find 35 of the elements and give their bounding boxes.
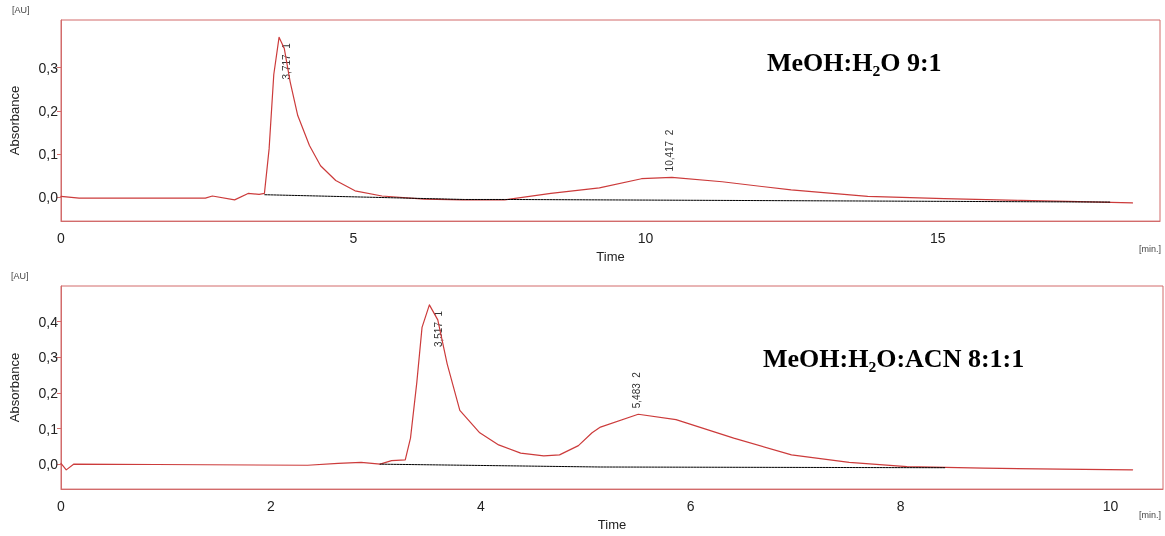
x-tick-label: 8 xyxy=(896,498,905,515)
x-tick-label: 5 xyxy=(349,230,358,247)
x-axis-title: Time xyxy=(596,249,625,264)
y-tick-label: 0,1 xyxy=(38,146,59,163)
y-tick-label: 0,2 xyxy=(38,102,59,119)
line-series xyxy=(60,36,1134,204)
y-tick-label: 0,3 xyxy=(38,349,59,366)
y-tick-label: 0,0 xyxy=(38,189,59,206)
y-tick-label: 0,4 xyxy=(38,313,59,330)
y-axis-title: Absorbance xyxy=(7,352,22,423)
x-axis-title: Time xyxy=(597,517,627,532)
text: [min.] xyxy=(1139,509,1162,520)
y-tick-label: 0,2 xyxy=(38,384,59,401)
y-tick-label: 0,3 xyxy=(38,59,59,76)
x-tick-label: 10 xyxy=(637,230,654,247)
y-axis-title: Absorbance xyxy=(7,85,22,156)
y-tick-label: 0,1 xyxy=(38,420,59,437)
annotation: 5,483 2 xyxy=(630,371,642,409)
text: MeOH:H₂O:ACN 8:1:1 xyxy=(763,343,1025,373)
x-tick-label: 15 xyxy=(930,230,946,247)
x-tick-label: 6 xyxy=(686,498,695,515)
line-series xyxy=(60,304,1134,471)
x-tick-label: 2 xyxy=(267,498,276,515)
text: [AU] xyxy=(12,4,30,15)
text: [min.] xyxy=(1139,243,1162,254)
x-tick-label: 10 xyxy=(1102,498,1119,515)
text: [AU] xyxy=(11,270,29,281)
text: MeOH:H₂O 9:1 xyxy=(767,47,942,77)
x-tick-label: 4 xyxy=(476,498,485,515)
annotation: 3,517 1 xyxy=(432,310,444,348)
x-tick-label: 0 xyxy=(57,230,66,247)
annotation: 10,417 2 xyxy=(664,129,676,172)
annotation: 3,717 1 xyxy=(280,42,292,80)
y-tick-label: 0,0 xyxy=(38,456,59,473)
x-tick-label: 0 xyxy=(57,498,66,515)
